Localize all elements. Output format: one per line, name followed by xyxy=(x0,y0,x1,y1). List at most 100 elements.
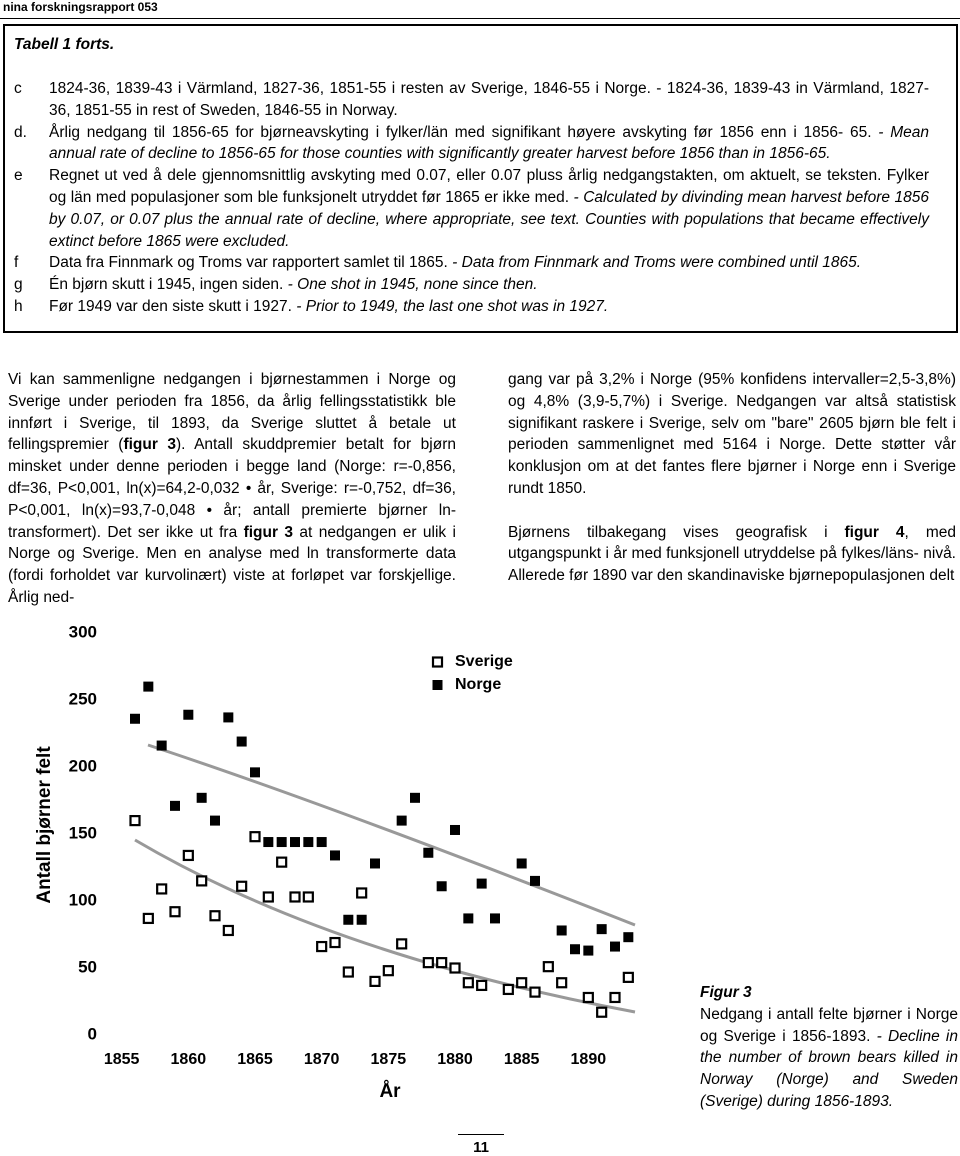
point xyxy=(436,881,447,892)
point xyxy=(449,962,461,974)
note: h Før 1949 var den siste skutt i 1927. - … xyxy=(14,296,929,318)
body-text: , med utgangspunkt i år med funksjonell … xyxy=(508,523,956,585)
point xyxy=(289,891,301,903)
footer-rule xyxy=(458,1134,504,1135)
point xyxy=(396,815,407,826)
point xyxy=(502,983,514,996)
y-tick-label: 200 xyxy=(69,756,97,775)
point xyxy=(570,944,580,955)
point xyxy=(529,986,541,998)
trend-curve xyxy=(147,743,636,927)
point xyxy=(249,831,261,843)
note-text: Før 1949 var den siste skutt i 1927. xyxy=(49,297,297,315)
note-text: Årlig nedgang til 1856-65 for bjørneavsk… xyxy=(49,123,879,141)
note-text: Regnet ut ved å dele gjennomsnittlig avs… xyxy=(49,167,929,206)
body-text: at nedgangen er ulik i Norge og Sverige.… xyxy=(8,523,456,606)
point xyxy=(290,837,300,848)
point xyxy=(196,792,207,803)
x-tick-label: 1870 xyxy=(304,1051,340,1068)
point xyxy=(423,847,434,858)
point xyxy=(610,941,620,952)
point xyxy=(302,891,314,903)
running-header: nina forskningsrapport 053 xyxy=(3,0,158,14)
point xyxy=(223,712,234,723)
y-tick-label: 100 xyxy=(69,890,97,909)
body-text: Vi kan sammenligne nedgangen i bjørnesta… xyxy=(8,371,456,454)
point xyxy=(129,815,141,827)
x-tick-label: 1890 xyxy=(571,1051,607,1068)
point xyxy=(329,936,341,949)
point xyxy=(490,913,500,924)
point xyxy=(370,858,380,869)
y-tick-label: 50 xyxy=(78,957,97,976)
caption-text: Nedgang i antall felte bjørner i Norge o… xyxy=(700,1005,958,1045)
note: g Én bjørn skutt i 1945, ingen siden. - O… xyxy=(14,274,929,296)
point xyxy=(356,914,367,925)
point xyxy=(623,932,634,943)
note-english: - Prior to 1949, the last one shot was i… xyxy=(296,297,609,315)
note: c 1824-36, 1839-43 i Värmland, 1827-36, 1… xyxy=(14,78,929,122)
caption-english: - Decline in the number of brown bears k… xyxy=(700,1027,958,1110)
table-title: Tabell 1 forts. xyxy=(14,36,115,53)
point xyxy=(342,966,354,978)
note-letter: c xyxy=(14,80,22,97)
note-english: - Data from Finnmark and Troms were comb… xyxy=(452,254,862,272)
point xyxy=(582,991,594,1004)
point xyxy=(596,1006,608,1018)
point xyxy=(143,681,154,692)
note: e Regnet ut ved å dele gjennomsnittlig av… xyxy=(14,165,929,252)
point xyxy=(156,883,168,895)
point xyxy=(609,991,621,1004)
figure-caption: Figur 3 Nedgang i antall felte bjørner i… xyxy=(700,982,958,1113)
x-tick-label: 1855 xyxy=(104,1051,140,1068)
legend-label: Sverige xyxy=(455,653,513,670)
point xyxy=(622,971,634,983)
point xyxy=(463,913,474,924)
point xyxy=(450,824,460,835)
point xyxy=(596,924,607,935)
point xyxy=(210,815,220,826)
note-text: Én bjørn skutt i 1945, ingen siden. xyxy=(49,276,288,294)
body-column: gang var på 3,2% i Norge (95% konfidens … xyxy=(508,369,956,587)
x-tick-label: 1860 xyxy=(171,1051,207,1068)
point xyxy=(476,878,487,889)
point xyxy=(369,975,381,987)
note-text: Data fra Finnmark og Troms var rapporter… xyxy=(49,254,453,272)
note-letter: e xyxy=(14,167,23,185)
note-text: 1824-36, 1839-43 i Värmland, 1827-36, 18… xyxy=(49,80,929,119)
point xyxy=(303,837,314,848)
note-letter: d. xyxy=(14,123,27,141)
notes-box: Tabell 1 forts. c 1824-36, 1839-43 i Värm… xyxy=(3,24,958,333)
x-tick-label: 1880 xyxy=(437,1051,473,1068)
point xyxy=(262,891,274,903)
point xyxy=(209,910,221,922)
point xyxy=(222,924,234,937)
point xyxy=(156,740,167,751)
note-english: - Mean annual rate of decline to 1856-65… xyxy=(49,123,929,163)
x-axis-label: År xyxy=(379,1081,401,1102)
point xyxy=(196,875,208,887)
point xyxy=(462,977,474,989)
body-column: Vi kan sammenligne nedgangen i bjørnesta… xyxy=(8,369,456,609)
note-letter: f xyxy=(14,254,19,272)
y-axis-label: Antall bjørner felt xyxy=(34,746,55,904)
note-english: - One shot in 1945, none since then. xyxy=(287,276,538,294)
point xyxy=(182,849,194,862)
figure-ref: figur 4 xyxy=(844,523,905,541)
point xyxy=(436,957,448,969)
notes-list: c 1824-36, 1839-43 i Värmland, 1827-36, 1… xyxy=(14,78,929,318)
x-tick-label: 1885 xyxy=(504,1051,540,1068)
point xyxy=(236,880,248,892)
body-paragraph: Bjørnens tilbakegang vises geografisk i … xyxy=(508,522,956,587)
point xyxy=(316,837,327,848)
point xyxy=(356,887,368,899)
point xyxy=(516,858,527,869)
page-number: 11 xyxy=(473,1139,489,1156)
point xyxy=(330,850,340,861)
point xyxy=(169,906,181,918)
legend-marker xyxy=(432,680,443,690)
point xyxy=(516,977,528,989)
point xyxy=(556,925,567,936)
point xyxy=(250,767,260,778)
